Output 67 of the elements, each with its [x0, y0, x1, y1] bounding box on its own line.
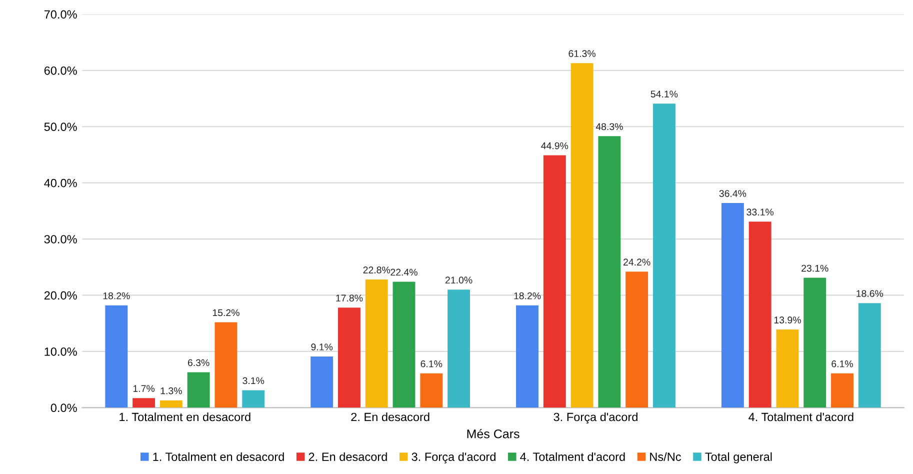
data-label: 6.1% — [832, 360, 853, 368]
data-label: 61.3% — [568, 50, 596, 58]
data-label: 6.3% — [188, 359, 210, 366]
data-label: 1.3% — [160, 387, 182, 394]
y-tick-label: 0.0% — [50, 404, 77, 412]
data-label: 18.6% — [856, 290, 884, 298]
x-tick-label: 3. Força d'acord — [554, 412, 638, 424]
data-label: 18.2% — [514, 292, 541, 300]
data-label: 23.1% — [802, 264, 828, 272]
data-label: 9.1% — [311, 344, 333, 350]
x-tick-label: 4. Totalment d'acord — [748, 412, 854, 422]
bar — [516, 305, 538, 408]
y-tick-label: 70.0% — [44, 10, 77, 19]
data-label: 33.1% — [746, 208, 774, 216]
bar — [748, 222, 772, 408]
bar — [831, 373, 854, 408]
bar — [392, 282, 416, 408]
legend-label: Ns/Nc — [650, 452, 681, 461]
legend-label: Total general — [705, 452, 772, 464]
data-label: 54.1% — [650, 90, 678, 98]
bar — [242, 390, 265, 408]
y-tick-label: 60.0% — [44, 66, 77, 75]
y-tick-label: 30.0% — [44, 235, 77, 244]
bar — [310, 356, 334, 408]
bar — [105, 305, 128, 408]
data-label: 36.4% — [719, 190, 746, 197]
data-label: 24.2% — [624, 258, 650, 266]
x-tick-label: 1. Totalment en desacord — [120, 412, 250, 422]
data-label: 15.2% — [212, 309, 240, 316]
y-tick-label: 40.0% — [44, 178, 77, 188]
y-tick-label: 50.0% — [44, 122, 77, 132]
bar — [365, 279, 388, 408]
data-label: 22.4% — [390, 268, 418, 276]
bar — [338, 308, 360, 408]
legend-label: 3. Força d'acord — [412, 452, 496, 464]
bar — [543, 155, 566, 408]
bar — [570, 63, 594, 408]
data-label: 6.1% — [420, 360, 442, 368]
bar — [626, 272, 648, 408]
bar — [160, 400, 182, 408]
bar — [652, 104, 676, 408]
bar — [804, 278, 826, 408]
bar — [420, 373, 443, 408]
data-label: 18.2% — [103, 292, 130, 300]
legend-label: 1. Totalment en desacord — [153, 452, 284, 461]
bar — [214, 322, 238, 408]
bar — [858, 303, 881, 408]
bar — [598, 136, 621, 408]
bar — [721, 203, 744, 408]
data-label: 17.8% — [336, 294, 363, 302]
bar — [187, 372, 210, 408]
data-label: 13.9% — [774, 316, 801, 324]
legend-label: 4. Totalment d'acord — [520, 452, 625, 461]
data-label: 48.3% — [596, 123, 623, 130]
data-label: 1.7% — [133, 385, 155, 392]
y-tick-label: 20.0% — [44, 291, 77, 300]
bar — [776, 330, 799, 408]
data-label: 3.1% — [242, 377, 264, 384]
legend-label: 2. En desacord — [308, 452, 387, 461]
y-tick-label: 10.0% — [44, 347, 77, 356]
bar — [448, 290, 470, 408]
x-tick-label: 2. En desacord — [351, 412, 430, 422]
data-label: 22.8% — [363, 266, 390, 274]
x-axis-title: Més Cars — [467, 428, 520, 438]
data-label: 44.9% — [541, 142, 568, 150]
bar — [132, 398, 156, 408]
data-label: 21.0% — [445, 276, 472, 284]
